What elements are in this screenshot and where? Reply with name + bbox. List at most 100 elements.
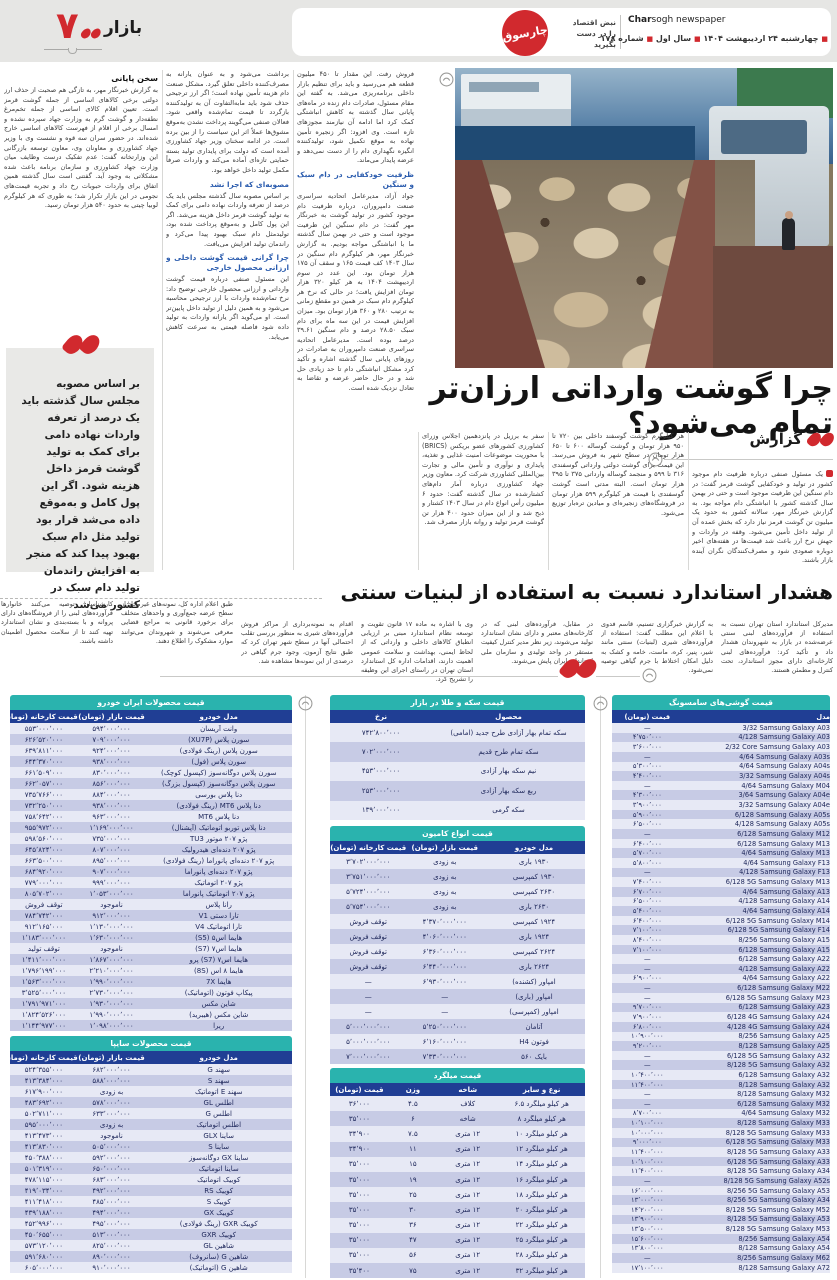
- table-cell: ۴۹۴٬۰۰۰٬۰۰۰: [92, 1208, 131, 1217]
- table-cell: ۱۰٬۹۰۰٬۰۰۰: [631, 1032, 664, 1041]
- table-cell: توقف فروش: [349, 962, 387, 971]
- table-row: 8/128 5G Samsung Galaxy A53 ۱۳٬۹۰۰٬۰۰۰: [612, 1214, 830, 1225]
- table-row: 4/64 Samsung Galaxy M13 ۵٬۷۰۰٬۰۰۰: [612, 848, 830, 858]
- table-cell: 4/64 Samsung Galaxy A14: [742, 906, 830, 915]
- table-cell: ۷۴۲٬۸۰۰٬۰۰۰: [361, 728, 401, 737]
- table-cell: ۷۸۴٬۷۴۲٬۰۰۰: [24, 911, 64, 920]
- table-cell: ۱٬۰۵۳٬۰۰۰٬۰۰۰: [89, 889, 134, 898]
- table-header-row: مدل خودرو قیمت بازار (تومان) قیمت کارخانه …: [10, 710, 292, 723]
- table-cell: سکه تمام بهار آزادی طرح جدید (امامی): [450, 728, 567, 737]
- article1-column-resolution: برداشت می‌شود و به عنوان یارانه به مصرف‌…: [166, 70, 289, 570]
- table-row: اطلس G ۶۳۳٬۰۰۰٬۰۰۰ ۵۰۲٬۷۱۱٬۰۰۰: [10, 1108, 292, 1119]
- table-cell: امپاور (کمپرسی): [509, 1007, 559, 1016]
- table-row: ساینا اتوماتیک ۶۵۰٬۰۰۰٬۰۰۰ ۵۰۱٬۳۱۹٬۰۰۰: [10, 1163, 292, 1174]
- table-cell: ۱۹۳۰ کمپرسی: [512, 872, 556, 881]
- table-cell: قیمت کارخانه (تومان): [10, 1053, 78, 1062]
- table-row: هر کیلو میلگرد ۶.۵ کلاف ۴.۵ ۳۶٬۰۰۰: [330, 1096, 585, 1112]
- bullet-icon: ■: [821, 35, 828, 43]
- table-cell: 8/256 Samsung Galaxy A25: [738, 1032, 830, 1041]
- table-cell: ۴۵۰٬۳۸۸٬۰۰۰: [24, 1153, 64, 1162]
- table-cell: ۴۸۳٬۶۹۲٬۰۰۰: [24, 1098, 64, 1107]
- table-cell: 8/128 Samsung Galaxy A54: [738, 1244, 830, 1253]
- table-cell: ۵۱۳٬۰۰۰٬۰۰۰: [92, 1230, 131, 1239]
- table-cell: ۱۱٬۴۰۰٬۰۰۰: [631, 1080, 664, 1089]
- article2-column: در مقابل، فرآورده‌های لبنی که در کارخانه…: [481, 620, 593, 665]
- table-cell: کوییک S: [206, 1197, 231, 1206]
- table-row: پیکاپ فوتون (اتوماتیک) ۲٬۷۳۰٬۰۰۰٬۰۰۰ ۳٬۵۲۵…: [10, 987, 292, 998]
- article2-column: کارشناسان توصیه می‌کنند خانوارها فرآورده…: [1, 600, 113, 645]
- table-cell: قیمت بازار (تومان): [411, 843, 479, 852]
- table-cell: 4/128 Samsung Galaxy A05s: [734, 820, 830, 829]
- table-row: هایما اس۵ (S5) ۱٬۶۳۰٬۰۰۰٬۰۰۰ ۱٬۱۸۳٬۰۰۰٬۰۰۰: [10, 932, 292, 943]
- table-cell: ۱٬۸۶۷٬۰۰۰٬۰۰۰: [89, 955, 134, 964]
- table-cell: ۴۱۱٬۴۱۸٬۰۰۰: [24, 1197, 64, 1206]
- issue-year: سال اول: [655, 34, 692, 43]
- table-title: قیمت گوشی‌های سامسونگ: [612, 695, 830, 710]
- article2-bottom-rule: [596, 676, 640, 677]
- table-row: 4/128 Samsung Galaxy A22 —: [612, 964, 830, 974]
- table-cell: —: [364, 1007, 372, 1016]
- table-cell: ۹۰۷٬۰۰۰٬۰۰۰: [92, 867, 131, 876]
- table-cell: 6/128 Samsung Galaxy A15: [738, 945, 830, 954]
- table-cell: سکه تمام طرح قدیم: [478, 748, 539, 757]
- table-cell: به زودی: [433, 857, 457, 866]
- table-cell: ۵۹۸٬۵۶۰٬۰۰۰: [24, 834, 64, 843]
- second-headline: هشدار استاندارد نسبت به استفاده از لبنیا…: [340, 580, 833, 604]
- table-cell: قیمت (تومان): [335, 1085, 384, 1094]
- table-cell: ۱٬۹۳۰٬۰۰۰٬۰۰۰: [89, 999, 134, 1008]
- table-cell: —: [644, 993, 651, 1002]
- truck-price-table: قیمت انواع کامیون مدل خودرو قیمت بازار (تو…: [330, 826, 585, 1064]
- table-cell: 6/128 Samsung Galaxy M32: [737, 1099, 830, 1108]
- table-row: شاهین G (اتوماتیک) ۹۱۰٬۰۰۰٬۰۰۰ ۶۰۵٬۰۰۰٬۰۰۰: [10, 1262, 292, 1273]
- table-row: هر کیلو میلگرد ۱۴ ۱۲ متری ۱۵ ۳۵٬۰۰۰: [330, 1156, 585, 1172]
- page-header: چارسوق نبض اقتصاد را در دست بگیرید Chars…: [0, 0, 837, 62]
- table-cell: ۹٬۰۰۰٬۰۰۰: [632, 1138, 662, 1147]
- table-cell: ۹٬۲۰۰٬۰۰۰: [632, 1041, 662, 1050]
- table-cell: —: [644, 964, 651, 973]
- table-cell: هر کیلو میلگرد ۲۲: [515, 1221, 568, 1230]
- table-cell: مدل خودرو: [199, 712, 238, 721]
- charsogh-mini-icon: [648, 452, 663, 467]
- table-row: 2/32 Core Samsung Galaxy A03 ۳٬۶۰۰٬۰۰۰: [612, 742, 830, 752]
- table-cell: ۴۱۳٬۸۳۰٬۰۰۰: [24, 1142, 64, 1151]
- table-row: 4/64 Samsung Galaxy F13 ۵٬۸۰۰٬۰۰۰: [612, 857, 830, 868]
- table-cell: ۱٬۱۴۴٬۹۷۷٬۰۰۰: [21, 1021, 66, 1030]
- table-row: 8/128 Samsung Galaxy M32 —: [612, 1089, 830, 1099]
- table-row: سورن پلاس (فول) ۹۳۸٬۰۰۰٬۰۰۰ ۶۴۴٬۳۷۰٬۰۰۰: [10, 756, 292, 767]
- article1-col3-top: فروش رفت. این مقدار تا ۴۵۰ میلیون قطعه ه…: [297, 70, 414, 165]
- table-row: 4/64 Samsung Galaxy A04s ۵٬۳۰۰٬۰۰۰: [612, 761, 830, 772]
- table-cell: 8/128 5G Samsung Galaxy A52s: [723, 1176, 830, 1185]
- table-cell: ۳۵٬۰۰۰: [348, 1190, 370, 1199]
- table-cell: ۱٬۱۶۹٬۰۰۰٬۰۰۰: [89, 823, 134, 832]
- table-cell: ۷۳۵٬۰۰۰٬۰۰۰: [92, 834, 131, 843]
- table-cell: ۷٬۱۰۰٬۰۰۰: [632, 945, 662, 954]
- table-cell: ۷۵: [409, 1266, 417, 1275]
- table-cell: ۵٬۹۰۰٬۰۰۰: [632, 810, 662, 819]
- table-cell: سکه گرمی: [492, 806, 525, 815]
- table-cell: ۴۵۳٬۰۰۰٬۰۰۰: [361, 767, 401, 776]
- article1-col1-text: به گزارش خبرنگار مهر، به تازگی هم صحبت ا…: [4, 86, 158, 210]
- table-row: 8/128 5G Samsung Galaxy A32 —: [612, 1060, 830, 1071]
- table-cell: توقف فروش: [349, 932, 387, 941]
- table-cell: هر کیلو میلگرد ۲۰: [515, 1205, 568, 1214]
- table-cell: ۶: [411, 1114, 415, 1123]
- table-cell: ۱۳٬۰۰۰٬۰۰۰: [631, 1196, 664, 1205]
- table-cell: هایما اس۷ (S7) پرو: [189, 955, 248, 964]
- table-section-rule: [600, 695, 601, 1278]
- table-cell: —: [644, 829, 651, 838]
- table-cell: 6/128 4G Samsung Galaxy A24: [726, 1013, 830, 1022]
- table-cell: ۱٬۴۱۱٬۰۰۰٬۰۰۰: [21, 955, 66, 964]
- table-cell: فوتون H4: [519, 1037, 549, 1046]
- table-cell: 8/256 Samsung Galaxy A15: [738, 935, 830, 944]
- table-cell: ساینا GX دوگانه‌سوز: [188, 1153, 249, 1162]
- table-cell: ۵۰۲٬۷۱۱٬۰۰۰: [24, 1109, 64, 1118]
- table-cell: ۲۵۳٬۰۰۰٬۰۰۰: [361, 786, 401, 795]
- article1-col2-mid: بر اساس مصوبه سال گذشته مجلس باید یک درص…: [166, 191, 289, 248]
- table-cell: ساینا GLX: [203, 1131, 234, 1140]
- table-row: هر کیلو میلگرد ۲۸ ۱۲ متری ۵۶ ۳۵٬۰۰۰: [330, 1247, 585, 1264]
- table-cell: ۱٬۶۳۰٬۰۰۰٬۰۰۰: [89, 933, 134, 942]
- table-cell: ساینا اتوماتیک: [198, 1164, 239, 1173]
- table-cell: ۴۳۹٬۱۸۸٬۰۰۰: [24, 1208, 64, 1217]
- table-row: سورن پلاس (XU7P) ۷۰۹٬۰۰۰٬۰۰۰ ۶۲۶٬۵۲۰٬۰۰۰: [10, 734, 292, 745]
- table-cell: —: [644, 1254, 651, 1263]
